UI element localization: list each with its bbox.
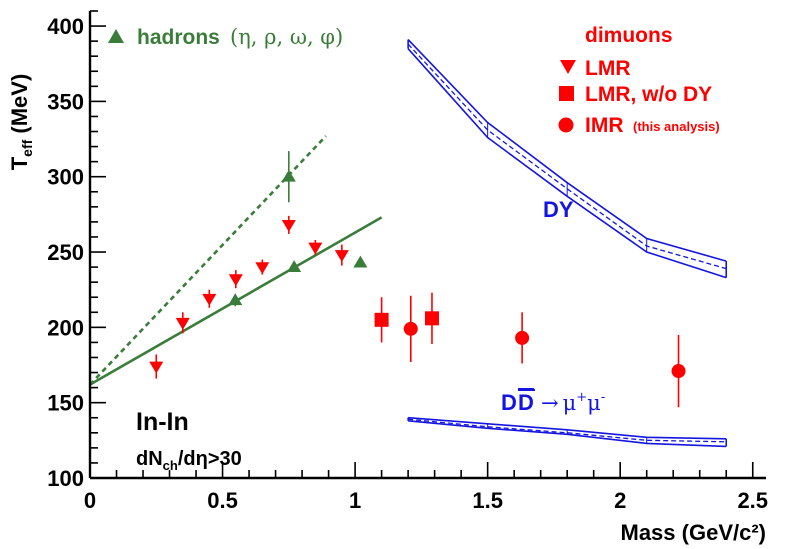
hadrons-point (228, 293, 243, 306)
dy-band-lower (407, 48, 727, 279)
lmr-point (228, 274, 243, 287)
model-bands (407, 39, 728, 448)
imr-point (403, 321, 418, 336)
y-tick-label: 150 (47, 391, 84, 416)
cut-sub: ch (163, 458, 178, 473)
legend-lmr-marker (560, 60, 576, 74)
y-tick-label: 350 (47, 89, 84, 114)
lmr-point (308, 242, 323, 255)
x-tick-label: 0.5 (207, 488, 238, 513)
y-axis-title-unit: (MeV) (7, 74, 32, 140)
hadrons-point (353, 255, 368, 268)
x-axis-title: Mass (GeV/c²) (621, 520, 767, 545)
dd-label-d: D (501, 390, 517, 415)
y-axis-title: Teff (MeV) (7, 74, 35, 171)
dy-label: DY (543, 197, 574, 222)
data-points (149, 151, 686, 408)
hadron-fit-dotted (89, 135, 327, 386)
ddbar-band-central (408, 418, 727, 443)
lmr-point (281, 220, 296, 232)
dd-mu2: μ (587, 391, 601, 415)
legend-hadrons-label: hadrons (137, 26, 220, 49)
dd-mu1: μ (563, 391, 577, 415)
hadrons-point (287, 260, 302, 272)
lmr-w-o-dy-point (424, 311, 439, 326)
legend-imr-marker (558, 117, 574, 133)
y-tick-label: 400 (47, 14, 84, 39)
x-tick-label: 2.5 (737, 488, 768, 513)
dy-band-upper (407, 39, 727, 262)
lmr-point (255, 262, 270, 275)
lmr-point (175, 317, 190, 330)
y-tick-label: 100 (47, 466, 84, 491)
imr-point (515, 330, 530, 345)
y-tick-label: 200 (47, 315, 84, 340)
y-axis-title-sub: eff (19, 139, 35, 156)
dd-label: D D → μ+μ- (501, 389, 605, 415)
x-tick-label: 0 (84, 488, 96, 513)
x-tick-label: 2 (614, 488, 626, 513)
lmr-point (334, 250, 349, 263)
dd-label-decay: → μ+μ- (541, 390, 605, 415)
legend-lmr-wodY-label: LMR, w/o DY (585, 83, 712, 106)
legend-dimuons-title: dimuons (585, 24, 673, 47)
axes (88, 11, 766, 480)
legend-dimuons: dimuons LMR LMR, w/o DY IMR (this analys… (558, 24, 720, 137)
legend-imr-label: IMR (585, 114, 624, 137)
legend-hadron-marker (108, 29, 124, 43)
multiplicity-cut: dNch/dη>30 (136, 448, 242, 473)
lmr-point (202, 293, 217, 306)
dd-minus: - (601, 390, 605, 405)
dd-label-dbar: D (518, 390, 534, 415)
lmr-w-o-dy-point (374, 312, 389, 327)
cut-prefix: dN (136, 448, 163, 470)
hadrons-point (281, 169, 296, 182)
legend-lmr-wodY-marker (559, 86, 574, 101)
legend-lmr-label: LMR (585, 57, 631, 80)
dd-arrow: → (541, 391, 559, 415)
legend-imr-note: (this analysis) (633, 119, 720, 134)
x-tick-label: 1 (349, 488, 361, 513)
y-tick-label: 250 (47, 240, 84, 265)
tick-labels: 0 0.5 1 1.5 2 2.5 100 150 200 250 300 350 400 (47, 14, 768, 513)
imr-point (671, 364, 686, 379)
system-label: In-In (136, 408, 189, 436)
x-tick-label: 1.5 (472, 488, 503, 513)
y-tick-label: 300 (47, 165, 84, 190)
legend-hadrons: hadrons (η, ρ, ω, φ) (108, 25, 343, 49)
cut-suffix: /dη>30 (178, 448, 242, 470)
axis-ticks (89, 10, 754, 479)
legend-hadrons-species: (η, ρ, ω, φ) (230, 25, 343, 49)
lmr-point (149, 361, 164, 374)
y-axis-title-main: T (7, 156, 32, 170)
dd-plus: + (576, 390, 587, 405)
